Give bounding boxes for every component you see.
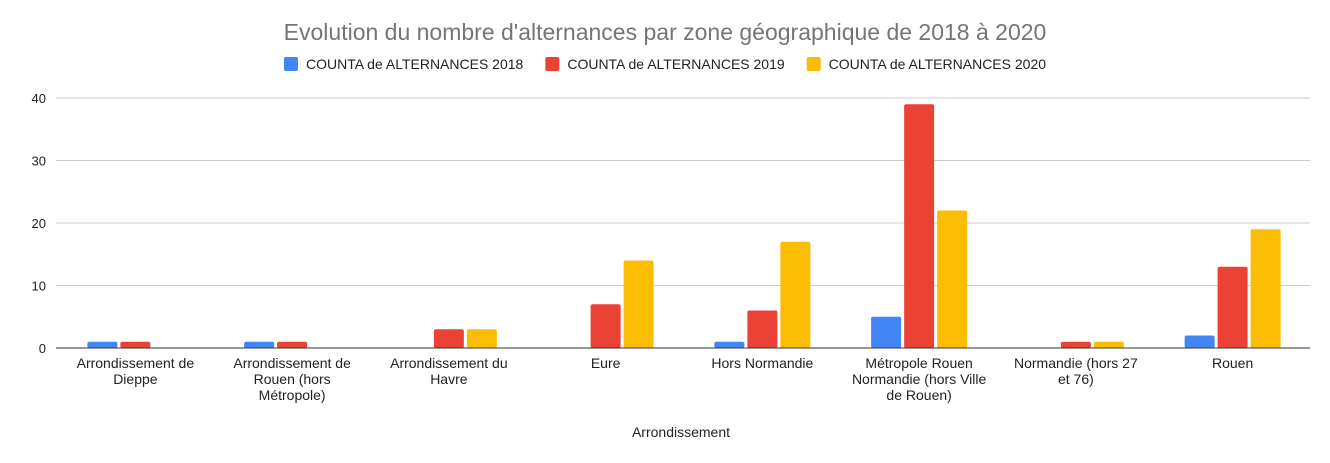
bars xyxy=(87,104,1281,348)
bar xyxy=(277,341,308,348)
bar xyxy=(747,310,778,348)
chart-title: Evolution du nombre d'alternances par zo… xyxy=(284,19,1047,45)
x-axis-label: Arrondissement xyxy=(632,424,730,440)
legend-item: COUNTA de ALTERNANCES 2020 xyxy=(806,56,1047,72)
y-axis-tick-labels: 0 10 20 30 40 xyxy=(32,91,46,356)
x-tick-label: Eure xyxy=(591,355,621,371)
x-tick-label: Arrondissement du Havre xyxy=(390,355,508,387)
bar xyxy=(1250,229,1281,348)
y-tick-label: 20 xyxy=(32,216,46,231)
legend-swatch xyxy=(283,57,298,71)
x-tick-label: Arrondissement de Rouen (hors Métropole) xyxy=(233,355,351,403)
legend-label: COUNTA de ALTERNANCES 2019 xyxy=(567,56,785,72)
x-tick-label: Hors Normandie xyxy=(711,355,813,371)
legend-item: COUNTA de ALTERNANCES 2018 xyxy=(283,56,524,72)
x-tick-label: Arrondissement de Dieppe xyxy=(77,355,195,387)
legend: COUNTA de ALTERNANCES 2018 COUNTA de ALTE… xyxy=(283,56,1047,72)
y-tick-label: 40 xyxy=(32,91,46,106)
x-tick-label: Métropole Rouen Normandie (hors Ville de R… xyxy=(852,355,987,403)
bar xyxy=(904,104,935,348)
bar xyxy=(780,241,811,348)
bar xyxy=(590,304,621,348)
legend-label: COUNTA de ALTERNANCES 2018 xyxy=(306,56,524,72)
y-tick-label: 0 xyxy=(39,341,46,356)
y-tick-label: 10 xyxy=(32,279,46,294)
x-tick-label: Rouen xyxy=(1212,355,1253,371)
bar xyxy=(871,316,902,348)
legend-swatch xyxy=(545,57,560,71)
bar xyxy=(87,341,118,348)
bar xyxy=(714,341,745,348)
bar xyxy=(1184,335,1215,348)
y-tick-label: 30 xyxy=(32,154,46,169)
legend-item: COUNTA de ALTERNANCES 2019 xyxy=(545,56,785,72)
x-axis-tick-labels: Arrondissement de Dieppe Arrondissement de… xyxy=(77,355,1254,403)
x-tick-label: Normandie (hors 27 et 76) xyxy=(1014,355,1138,387)
bar xyxy=(433,329,464,348)
bar xyxy=(1217,266,1248,348)
bar xyxy=(1093,341,1124,348)
legend-swatch xyxy=(806,57,821,71)
bar xyxy=(1060,341,1091,348)
bar xyxy=(937,210,968,348)
bar xyxy=(623,260,654,348)
bar xyxy=(244,341,275,348)
bar xyxy=(120,341,151,348)
bar xyxy=(466,329,497,348)
gridlines xyxy=(56,97,1310,286)
legend-label: COUNTA de ALTERNANCES 2020 xyxy=(829,56,1047,72)
